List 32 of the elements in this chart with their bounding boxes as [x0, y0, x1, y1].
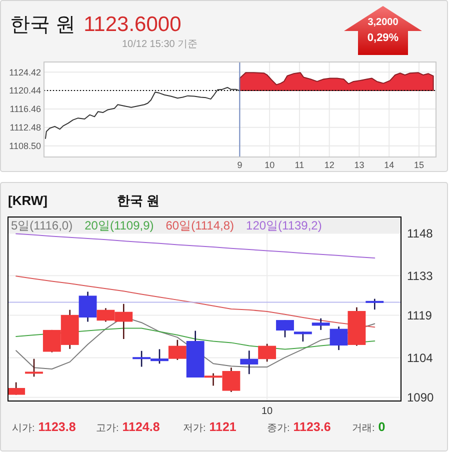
y-tick-label: 1112.48	[10, 122, 41, 133]
legend: 5일(1116,0) 20일(1109,9) 60일(1114,8) 120일(1139,2)	[8, 218, 400, 232]
y-tick-label: 1133	[407, 268, 434, 283]
y-tick-label: 1119	[407, 308, 432, 322]
x-tick-label: 15	[414, 160, 424, 170]
x-tick-label: 10	[264, 160, 275, 170]
text: 1123.6000	[84, 13, 182, 36]
chart-subtitle: 한국 원	[117, 193, 160, 208]
text: 0,29%	[367, 32, 399, 44]
x-tick-label: 13	[354, 160, 364, 170]
y-tick-label: 1116.46	[10, 104, 41, 114]
x-tick-label: 14	[384, 160, 394, 170]
y-tick-label: 1104	[407, 350, 434, 365]
y-tick-label: 1108.50	[9, 141, 41, 152]
x-tick-label: 11	[294, 160, 304, 170]
text: 시가: 1123.8	[12, 420, 76, 434]
y-tick-label: 1120.44	[9, 86, 41, 96]
chart-title: 한국 원	[10, 14, 76, 36]
text: 고가: 1124.8	[96, 420, 160, 434]
y-tick-label: 1124.42	[9, 67, 41, 78]
text: 종가: 1123.6	[267, 420, 331, 434]
y-tick-label: 1148	[407, 226, 434, 240]
y-tick-label: 1090	[407, 390, 434, 405]
x-tick-label: 10	[262, 406, 274, 417]
x-tick-label: 12	[324, 160, 334, 170]
text: 저가: 1121	[183, 420, 236, 434]
chart-subtitle: 10/12 15:30 기준	[122, 39, 198, 50]
series-label: 120일(1139,2)	[246, 218, 322, 232]
text: 거래: 0	[352, 420, 386, 434]
chart-title: [KRW]	[8, 193, 48, 208]
text: 3,2000	[368, 17, 399, 28]
x-tick-label: 9	[237, 160, 242, 170]
